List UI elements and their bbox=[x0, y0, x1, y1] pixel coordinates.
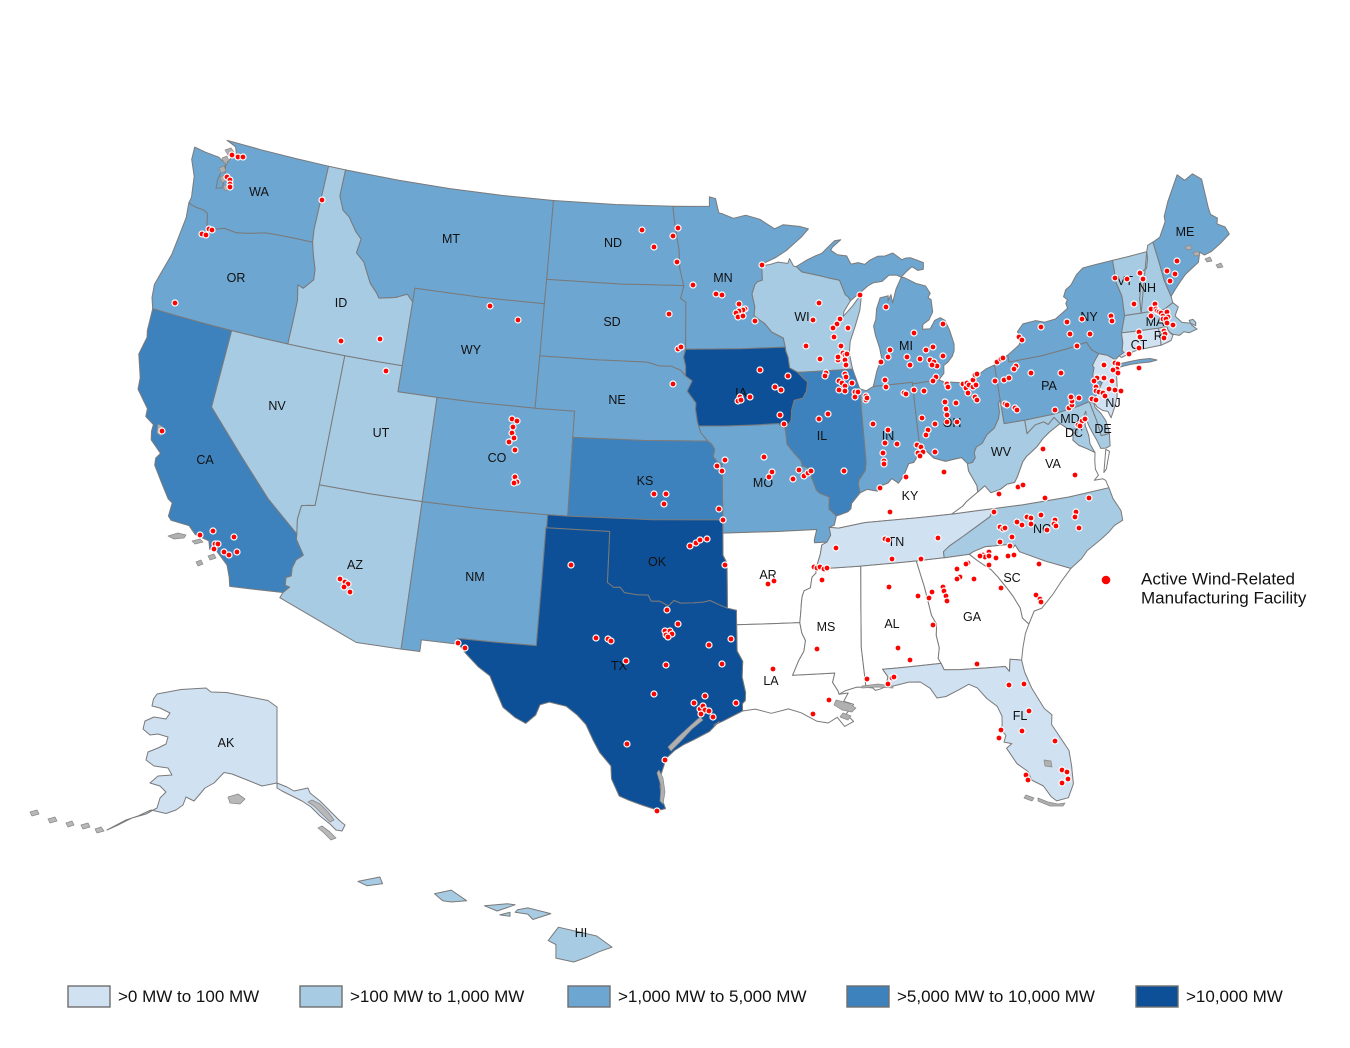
svg-text:ID: ID bbox=[335, 296, 348, 310]
svg-text:OK: OK bbox=[648, 555, 667, 569]
svg-text:ME: ME bbox=[1176, 225, 1195, 239]
svg-text:WV: WV bbox=[991, 445, 1012, 459]
svg-text:MT: MT bbox=[442, 232, 460, 246]
svg-text:NH: NH bbox=[1138, 281, 1156, 295]
svg-text:SD: SD bbox=[603, 315, 620, 329]
svg-text:HI: HI bbox=[575, 926, 588, 940]
svg-text:VA: VA bbox=[1045, 457, 1061, 471]
svg-text:ND: ND bbox=[604, 236, 622, 250]
svg-text:MI: MI bbox=[899, 339, 913, 353]
svg-text:KS: KS bbox=[637, 474, 654, 488]
svg-text:FL: FL bbox=[1013, 709, 1028, 723]
svg-text:MD: MD bbox=[1060, 412, 1079, 426]
svg-text:CO: CO bbox=[488, 451, 507, 465]
svg-text:>5,000 MW to 10,000 MW: >5,000 MW to 10,000 MW bbox=[897, 987, 1095, 1006]
svg-text:TN: TN bbox=[888, 535, 905, 549]
svg-text:GA: GA bbox=[963, 610, 982, 624]
svg-text:>10,000 MW: >10,000 MW bbox=[1186, 987, 1283, 1006]
svg-text:NV: NV bbox=[268, 399, 286, 413]
svg-text:NJ: NJ bbox=[1105, 396, 1120, 410]
svg-text:PA: PA bbox=[1041, 379, 1057, 393]
svg-text:Manufacturing Facility: Manufacturing Facility bbox=[1141, 589, 1307, 608]
svg-text:MS: MS bbox=[817, 620, 836, 634]
svg-text:KY: KY bbox=[902, 489, 919, 503]
svg-text:NE: NE bbox=[608, 393, 625, 407]
svg-text:WI: WI bbox=[794, 310, 809, 324]
svg-text:>1,000 MW to 5,000 MW: >1,000 MW to 5,000 MW bbox=[618, 987, 807, 1006]
svg-text:>100 MW to 1,000 MW: >100 MW to 1,000 MW bbox=[350, 987, 524, 1006]
svg-text:DE: DE bbox=[1094, 422, 1111, 436]
svg-text:UT: UT bbox=[373, 426, 390, 440]
svg-text:OR: OR bbox=[227, 271, 246, 285]
svg-text:SC: SC bbox=[1003, 571, 1020, 585]
svg-text:WY: WY bbox=[461, 343, 482, 357]
svg-text:WA: WA bbox=[249, 185, 269, 199]
svg-text:>0 MW to 100 MW: >0 MW to 100 MW bbox=[118, 987, 259, 1006]
svg-text:CA: CA bbox=[196, 453, 214, 467]
svg-text:AL: AL bbox=[884, 617, 899, 631]
svg-text:IL: IL bbox=[817, 429, 827, 443]
svg-text:LA: LA bbox=[763, 674, 779, 688]
svg-text:AK: AK bbox=[218, 736, 235, 750]
svg-text:DC: DC bbox=[1065, 426, 1083, 440]
svg-text:MN: MN bbox=[713, 271, 732, 285]
svg-text:AZ: AZ bbox=[347, 558, 363, 572]
svg-text:NM: NM bbox=[465, 570, 484, 584]
svg-text:Active Wind-Related: Active Wind-Related bbox=[1141, 570, 1295, 589]
